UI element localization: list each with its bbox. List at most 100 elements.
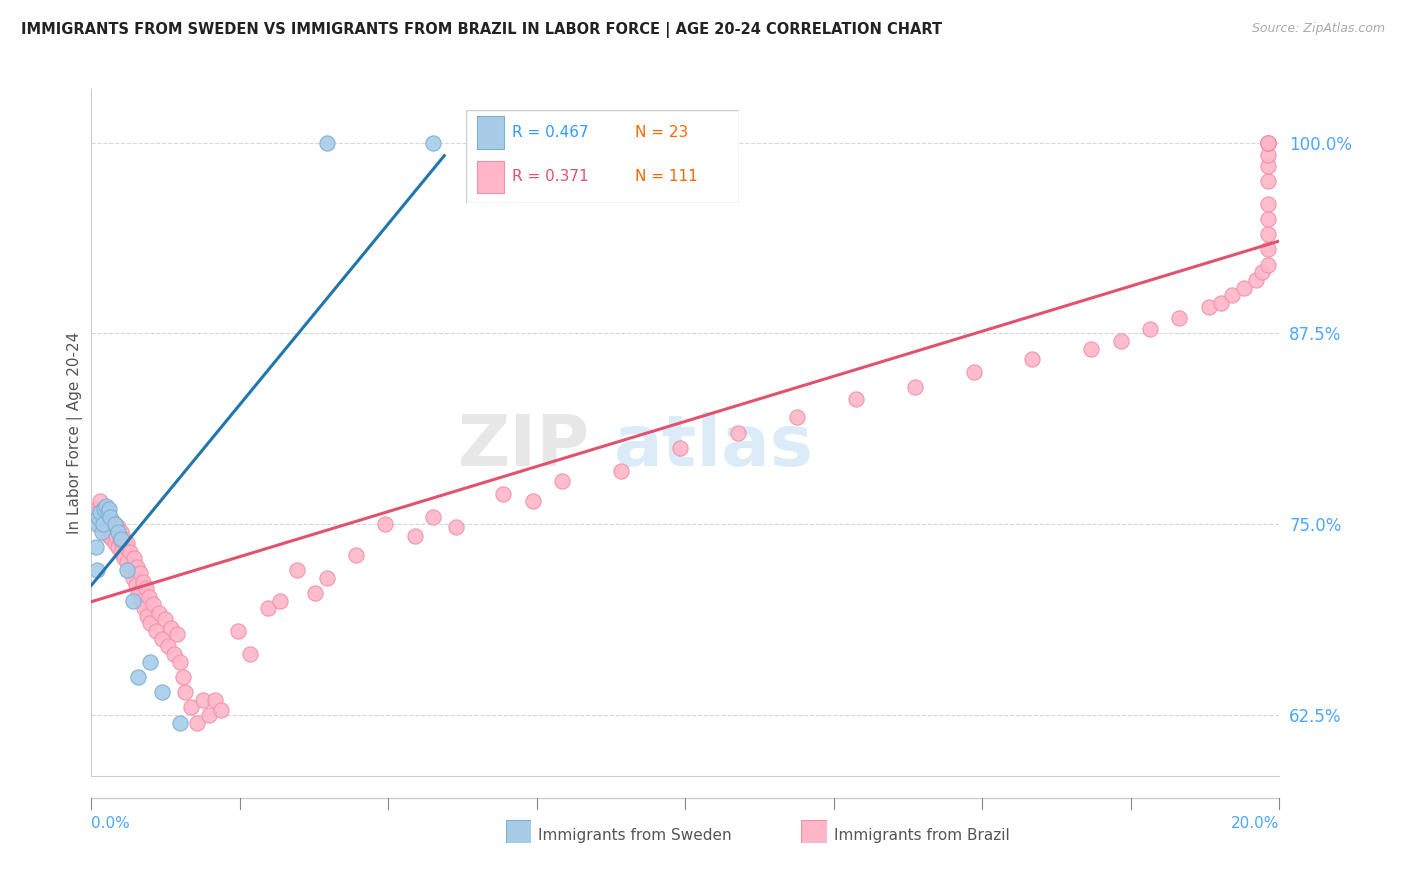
Point bbox=[492, 486, 515, 500]
Point bbox=[103, 524, 125, 539]
Point bbox=[285, 563, 308, 577]
Point bbox=[1209, 296, 1232, 310]
Point bbox=[551, 475, 574, 489]
Point bbox=[94, 499, 117, 513]
Point bbox=[239, 647, 262, 661]
Point bbox=[727, 425, 749, 440]
Text: IMMIGRANTS FROM SWEDEN VS IMMIGRANTS FROM BRAZIL IN LABOR FORCE | AGE 20-24 CORR: IMMIGRANTS FROM SWEDEN VS IMMIGRANTS FRO… bbox=[21, 22, 942, 38]
Bar bbox=[477, 116, 503, 149]
Point bbox=[87, 509, 110, 524]
Point bbox=[256, 601, 278, 615]
Point bbox=[1257, 136, 1279, 150]
Point bbox=[1257, 136, 1279, 150]
Point bbox=[84, 509, 107, 524]
Point bbox=[139, 655, 162, 669]
Point bbox=[98, 509, 121, 524]
Point bbox=[1198, 301, 1220, 315]
Point bbox=[1257, 136, 1279, 150]
Point bbox=[209, 703, 232, 717]
Point bbox=[110, 524, 132, 539]
Point bbox=[115, 535, 138, 549]
Point bbox=[1257, 211, 1279, 226]
Point bbox=[156, 640, 179, 654]
Point bbox=[962, 365, 984, 379]
Point bbox=[89, 494, 111, 508]
Point bbox=[1257, 243, 1279, 257]
Point bbox=[169, 655, 191, 669]
Point bbox=[150, 632, 173, 646]
Point bbox=[89, 505, 111, 519]
Point bbox=[1257, 227, 1279, 242]
Point bbox=[86, 517, 108, 532]
Text: N = 23: N = 23 bbox=[636, 126, 689, 140]
Point bbox=[609, 464, 631, 478]
Point bbox=[139, 616, 162, 631]
Point bbox=[131, 593, 153, 607]
Point bbox=[191, 692, 214, 706]
Point bbox=[169, 715, 191, 730]
Point bbox=[668, 441, 690, 455]
Point bbox=[1257, 174, 1279, 188]
Point bbox=[1244, 273, 1267, 287]
Point bbox=[110, 544, 132, 558]
Point bbox=[153, 612, 176, 626]
Point bbox=[159, 621, 181, 635]
Point bbox=[97, 505, 120, 519]
Point bbox=[91, 524, 114, 539]
Text: N = 111: N = 111 bbox=[636, 169, 697, 184]
Point bbox=[91, 502, 114, 516]
Point bbox=[108, 533, 131, 547]
Point bbox=[121, 571, 143, 585]
Point bbox=[422, 136, 444, 150]
Point bbox=[315, 571, 337, 585]
Text: atlas: atlas bbox=[614, 412, 814, 481]
Text: Immigrants from Sweden: Immigrants from Sweden bbox=[538, 829, 733, 843]
Point bbox=[107, 524, 129, 539]
Point bbox=[87, 505, 110, 519]
Point bbox=[138, 591, 160, 605]
Point bbox=[1139, 322, 1161, 336]
Point bbox=[104, 535, 127, 549]
Point bbox=[1080, 342, 1102, 356]
Point bbox=[1233, 280, 1256, 294]
Y-axis label: In Labor Force | Age 20-24: In Labor Force | Age 20-24 bbox=[67, 332, 83, 533]
Point bbox=[115, 563, 138, 577]
Text: Source: ZipAtlas.com: Source: ZipAtlas.com bbox=[1251, 22, 1385, 36]
Point bbox=[105, 529, 128, 543]
Point bbox=[104, 517, 127, 532]
Point bbox=[228, 624, 250, 638]
Point bbox=[444, 520, 467, 534]
Point bbox=[269, 593, 291, 607]
Point bbox=[118, 563, 141, 577]
Point bbox=[127, 560, 149, 574]
Point bbox=[150, 685, 173, 699]
Point bbox=[101, 514, 124, 528]
Point bbox=[112, 550, 135, 565]
Point bbox=[180, 700, 202, 714]
Point bbox=[91, 517, 114, 532]
Point bbox=[112, 533, 135, 547]
Point bbox=[374, 517, 396, 532]
Text: 20.0%: 20.0% bbox=[1232, 816, 1279, 831]
Point bbox=[1257, 196, 1279, 211]
Text: ZIP: ZIP bbox=[458, 412, 591, 481]
Point bbox=[134, 601, 156, 615]
Point bbox=[104, 517, 127, 532]
Point bbox=[91, 520, 114, 534]
Point bbox=[86, 517, 108, 532]
Point bbox=[98, 529, 121, 543]
Point bbox=[1257, 258, 1279, 272]
Point bbox=[86, 563, 108, 577]
Text: 0.0%: 0.0% bbox=[91, 816, 131, 831]
Point bbox=[101, 533, 124, 547]
Point bbox=[98, 520, 121, 534]
Point bbox=[163, 647, 186, 661]
Point bbox=[94, 524, 117, 539]
Point bbox=[344, 548, 367, 562]
Point bbox=[198, 708, 221, 723]
Point bbox=[1250, 265, 1272, 279]
Point bbox=[86, 502, 108, 516]
Point bbox=[1222, 288, 1244, 302]
Point bbox=[134, 582, 156, 596]
Point bbox=[304, 586, 326, 600]
